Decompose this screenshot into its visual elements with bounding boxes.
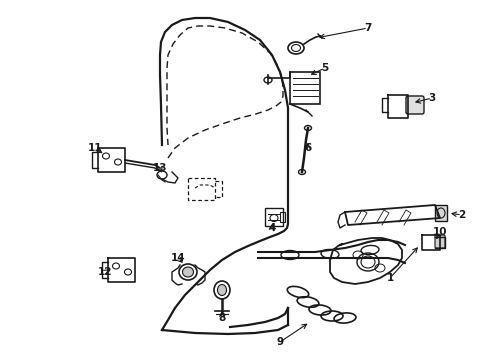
Text: 7: 7: [364, 23, 371, 33]
Text: 10: 10: [432, 227, 447, 237]
Text: 1: 1: [386, 273, 393, 283]
Text: 4: 4: [268, 223, 275, 233]
Text: 2: 2: [457, 210, 465, 220]
Text: 9: 9: [276, 337, 283, 347]
Text: 11: 11: [87, 143, 102, 153]
FancyBboxPatch shape: [405, 96, 423, 114]
Text: 14: 14: [170, 253, 185, 263]
Bar: [289, 72, 319, 104]
Bar: [280, 212, 285, 222]
Text: 6: 6: [304, 143, 311, 153]
Text: 5: 5: [321, 63, 328, 73]
Text: 13: 13: [152, 163, 167, 173]
FancyBboxPatch shape: [434, 235, 444, 248]
Bar: [264, 208, 283, 226]
Bar: [434, 205, 446, 221]
Ellipse shape: [217, 284, 226, 296]
Text: 3: 3: [427, 93, 435, 103]
Text: 8: 8: [218, 313, 225, 323]
Ellipse shape: [182, 267, 193, 277]
Text: 12: 12: [98, 267, 112, 277]
